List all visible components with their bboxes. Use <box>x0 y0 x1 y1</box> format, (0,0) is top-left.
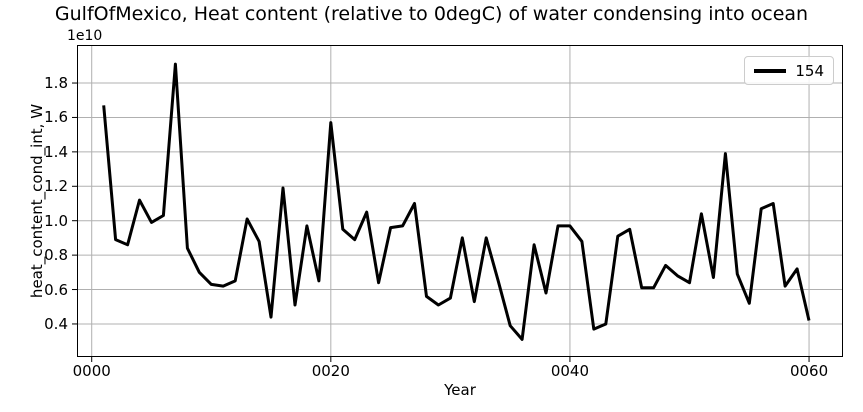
legend-series-label: 154 <box>795 61 824 80</box>
chart-title: GulfOfMexico, Heat content (relative to … <box>54 3 809 25</box>
y-tick-label: 0.4 <box>44 314 68 333</box>
y-axis-offset-label: 1e10 <box>67 28 103 44</box>
legend: 154 <box>744 56 834 85</box>
y-tick-label: 1.8 <box>44 74 68 93</box>
y-tick-label: 0.6 <box>44 280 68 299</box>
y-tick-label: 1.6 <box>44 108 68 127</box>
legend-line-sample <box>754 68 787 73</box>
y-tick-label: 1.2 <box>44 177 68 196</box>
y-axis-label: heat_content_cond_int, W <box>28 103 46 299</box>
y-tick-label: 0.8 <box>44 246 68 265</box>
data-line-154 <box>102 62 811 341</box>
x-tick-label: 0020 <box>311 362 350 380</box>
x-tick-label: 0040 <box>550 362 590 380</box>
x-axis-label: Year <box>444 381 476 399</box>
x-tick-label: 0060 <box>789 362 829 380</box>
axes-frame <box>77 45 843 357</box>
x-tick-label: 0000 <box>72 362 111 380</box>
y-tick-label: 1.0 <box>44 211 68 230</box>
y-tick-label: 1.4 <box>44 142 68 161</box>
